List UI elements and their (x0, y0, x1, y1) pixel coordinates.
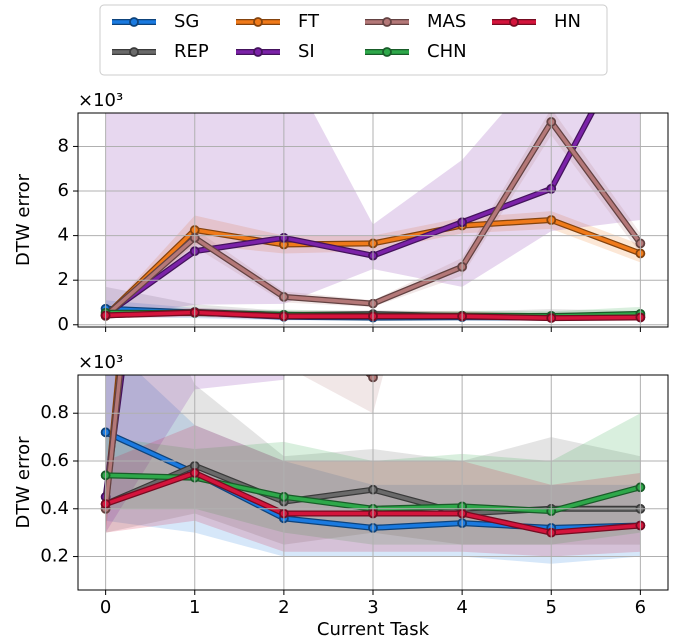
legend-marker (129, 47, 139, 57)
y-offset-label: ×10³ (78, 352, 123, 373)
y-tick-label: 0 (58, 314, 69, 335)
x-tick-label: 1 (189, 597, 200, 618)
legend-box (99, 4, 608, 76)
y-tick-label: 6 (58, 180, 69, 201)
y-tick-label: 0.4 (40, 498, 69, 519)
error-band (105, 375, 384, 533)
x-tick-label: 2 (278, 597, 289, 618)
error-band (105, 375, 641, 564)
legend-label: SG (174, 11, 199, 32)
y-tick-label: 0.2 (40, 546, 69, 567)
legend-label: REP (174, 41, 209, 62)
axes-frame (77, 112, 669, 328)
x-tick-label: 6 (635, 597, 646, 618)
legend-marker (253, 47, 263, 57)
y-tick-label: 4 (58, 225, 69, 246)
x-tick-label: 3 (367, 597, 378, 618)
y-tick-label: 2 (58, 269, 69, 290)
x-tick-label: 5 (546, 597, 557, 618)
y-offset-label: ×10³ (78, 90, 123, 111)
legend-marker (509, 17, 519, 27)
legend-label: HN (554, 11, 581, 32)
x-tick-label: 0 (100, 597, 111, 618)
legend-label: SI (298, 41, 315, 62)
legend-marker (382, 47, 392, 57)
error-band (105, 375, 286, 533)
y-tick-label: 0.8 (40, 402, 69, 423)
axes-frame (77, 374, 669, 591)
legend-marker (129, 17, 139, 27)
y-tick-label: 8 (58, 135, 69, 156)
y-axis-label: DTW error (13, 436, 34, 529)
legend-label: CHN (427, 41, 467, 62)
x-tick-label: 4 (456, 597, 467, 618)
legend-label: MAS (427, 11, 466, 32)
x-axis-label: Current Task (317, 619, 430, 640)
legend-marker (382, 17, 392, 27)
legend-marker (253, 17, 263, 27)
y-axis-label: DTW error (13, 173, 34, 266)
legend-label: FT (298, 11, 320, 32)
marker (636, 18, 644, 26)
y-tick-label: 0.6 (40, 450, 69, 471)
